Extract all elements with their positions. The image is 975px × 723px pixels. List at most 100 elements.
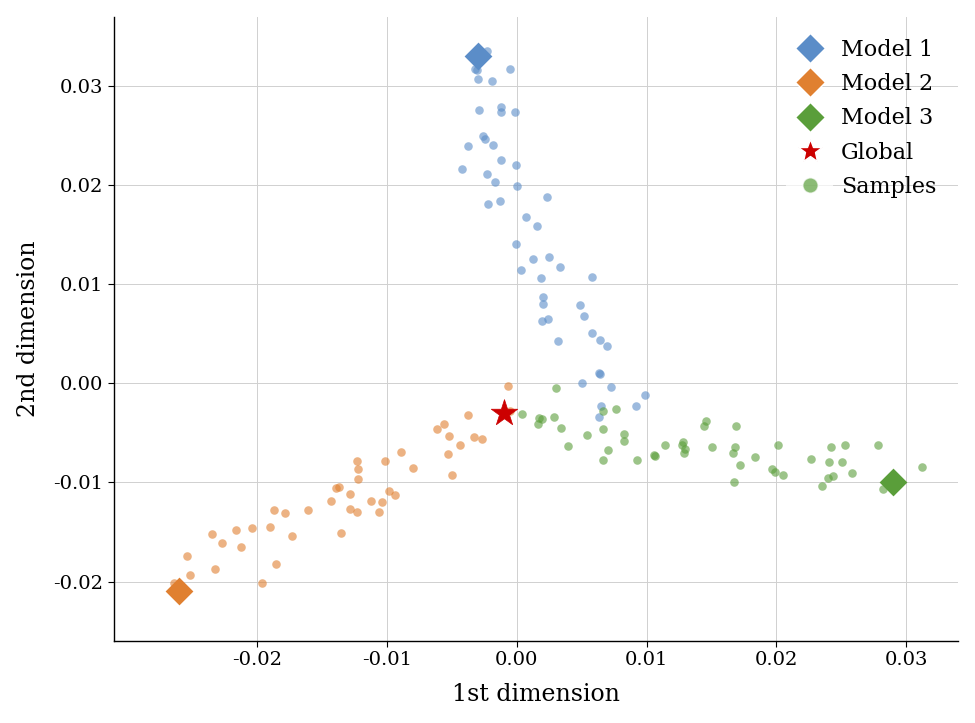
- Point: [486, 140, 501, 151]
- Point: [342, 488, 358, 500]
- Point: [277, 507, 292, 518]
- Point: [262, 521, 278, 533]
- Y-axis label: 2nd dimension: 2nd dimension: [17, 241, 40, 417]
- Point: [551, 335, 566, 346]
- Point: [452, 439, 468, 450]
- Point: [595, 454, 610, 466]
- Point: [541, 252, 557, 263]
- Point: [492, 194, 508, 206]
- Point: [646, 449, 662, 461]
- Point: [329, 482, 344, 494]
- Point: [466, 431, 482, 442]
- Point: [534, 413, 550, 424]
- Point: [507, 107, 523, 119]
- Point: [393, 446, 409, 458]
- Point: [834, 456, 849, 468]
- Point: [492, 101, 508, 113]
- Point: [245, 522, 260, 534]
- Point: [513, 264, 528, 275]
- Point: [647, 450, 663, 461]
- Point: [429, 423, 445, 435]
- Point: [179, 551, 195, 562]
- Point: [593, 335, 608, 346]
- Point: [915, 461, 930, 473]
- Point: [822, 456, 838, 468]
- Point: [748, 451, 763, 463]
- Point: [469, 64, 485, 76]
- Point: [704, 441, 720, 453]
- Point: [596, 423, 611, 435]
- Point: [725, 448, 741, 459]
- Point: [480, 198, 495, 210]
- Point: [837, 439, 852, 450]
- Point: [616, 429, 632, 440]
- Point: [493, 106, 509, 118]
- Point: [474, 433, 489, 445]
- Point: [601, 444, 616, 455]
- Point: [628, 400, 644, 411]
- Point: [502, 405, 518, 416]
- Point: [207, 563, 222, 575]
- Point: [600, 341, 615, 352]
- Point: [508, 159, 524, 171]
- Point: [657, 440, 673, 451]
- Point: [548, 382, 564, 394]
- Point: [528, 221, 544, 232]
- Point: [629, 454, 644, 466]
- Point: [444, 470, 459, 482]
- Point: [579, 429, 595, 441]
- Point: [824, 441, 839, 453]
- Point: [531, 412, 547, 424]
- Point: [214, 537, 229, 549]
- Point: [770, 439, 786, 450]
- Point: [440, 448, 455, 460]
- Point: [300, 505, 316, 516]
- Point: [480, 46, 495, 57]
- Point: [674, 439, 689, 450]
- Point: [535, 291, 551, 303]
- Point: [728, 420, 744, 432]
- Point: [518, 211, 533, 223]
- Point: [576, 310, 592, 322]
- Point: [767, 466, 783, 478]
- Point: [826, 470, 841, 482]
- Point: [228, 524, 244, 536]
- Point: [584, 327, 600, 338]
- Point: [377, 455, 393, 467]
- Legend: Model 1, Model 2, Model 3, Global, Samples: Model 1, Model 2, Model 3, Global, Sampl…: [776, 27, 948, 209]
- Point: [387, 489, 403, 500]
- Point: [493, 154, 509, 166]
- Point: [381, 485, 397, 497]
- Point: [592, 411, 607, 422]
- Point: [552, 262, 567, 273]
- Point: [871, 439, 886, 450]
- Point: [342, 503, 358, 515]
- Point: [592, 367, 607, 378]
- Point: [333, 527, 349, 539]
- Point: [475, 130, 490, 142]
- Point: [514, 408, 529, 420]
- Point: [502, 64, 518, 75]
- Point: [732, 459, 748, 471]
- Point: [468, 64, 484, 75]
- Point: [166, 577, 181, 589]
- Point: [364, 495, 379, 507]
- Point: [593, 400, 608, 411]
- Point: [573, 377, 589, 388]
- Point: [508, 239, 524, 250]
- Point: [500, 380, 516, 392]
- Point: [509, 181, 525, 192]
- Point: [460, 140, 476, 152]
- Point: [441, 429, 456, 441]
- Point: [350, 474, 366, 485]
- Point: [460, 409, 476, 421]
- Point: [876, 484, 891, 495]
- Point: [266, 505, 282, 516]
- Point: [592, 369, 607, 380]
- Point: [539, 191, 555, 202]
- Point: [699, 416, 715, 427]
- Point: [535, 299, 551, 310]
- Point: [803, 453, 819, 465]
- Point: [637, 389, 652, 401]
- Point: [843, 468, 859, 479]
